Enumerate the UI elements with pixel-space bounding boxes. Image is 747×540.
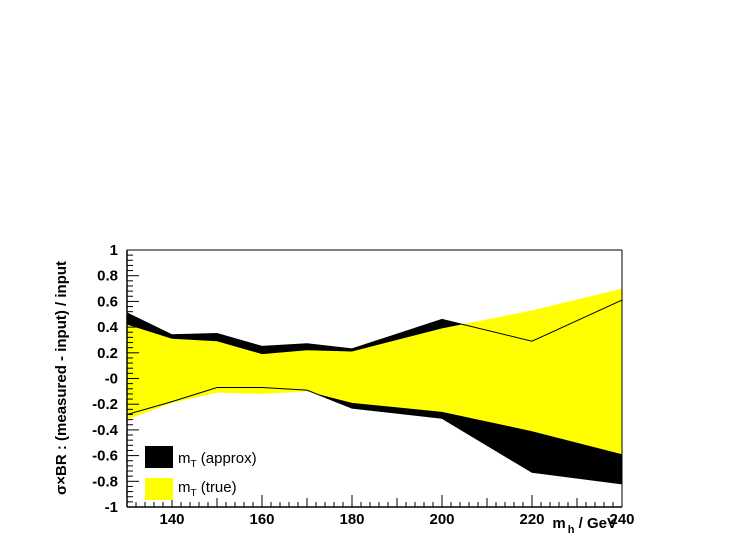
band-series-0-upper-edge — [126, 299, 623, 350]
y-tick-label: -0.4 — [92, 422, 119, 439]
y-axis-ticks: -1 -0.8 -0.6 -0.4 -0.2 -0 0.2 0.4 0.6 0.8 1 — [92, 242, 139, 516]
x-tick-label: 180 — [339, 511, 364, 528]
legend-label-approx-rest: (approx) — [197, 450, 257, 467]
y-tick-label: -0 — [105, 371, 118, 388]
legend-label-true: mT (true) — [178, 479, 237, 499]
legend-label-true-rest: (true) — [197, 479, 237, 496]
x-axis-title-sub: h — [568, 524, 575, 536]
band-series-0-lower-edge — [126, 387, 623, 485]
legend-label-approx: mT (approx) — [178, 450, 257, 470]
y-tick-label: 0.4 — [97, 319, 119, 336]
x-axis-ticks: 140 160 180 200 220 240 — [126, 495, 635, 528]
band-series-1 — [127, 288, 622, 455]
y-tick-label: -0.2 — [92, 396, 118, 413]
y-tick-label: 1 — [110, 242, 118, 259]
legend-swatch-approx — [145, 446, 173, 468]
x-axis-title-rest: / GeV — [574, 515, 617, 532]
y-tick-label: -0.6 — [92, 448, 118, 465]
y-tick-label: -1 — [105, 499, 118, 516]
x-axis-title-main: m — [552, 515, 565, 532]
legend-label-true-sub: T — [191, 488, 197, 499]
x-tick-label: 140 — [159, 511, 184, 528]
x-tick-label: 200 — [429, 511, 454, 528]
legend-label-approx-main: m — [178, 450, 191, 467]
x-tick-label: 160 — [249, 511, 274, 528]
legend-label-true-main: m — [178, 479, 191, 496]
y-tick-label: 0.6 — [97, 293, 118, 310]
y-tick-label: 0.8 — [97, 268, 118, 285]
x-tick-label: 220 — [519, 511, 544, 528]
y-tick-label: 0.2 — [97, 345, 118, 362]
x-tick-label: 240 — [609, 511, 634, 528]
legend: mT (approx) mT (true) — [145, 446, 257, 500]
y-axis-title: σ×BR : (measured - input) / input — [53, 261, 70, 495]
legend-label-approx-sub: T — [191, 459, 197, 470]
y-tick-label: -0.8 — [92, 473, 118, 490]
legend-swatch-true — [145, 478, 173, 500]
series-layer — [126, 288, 623, 485]
